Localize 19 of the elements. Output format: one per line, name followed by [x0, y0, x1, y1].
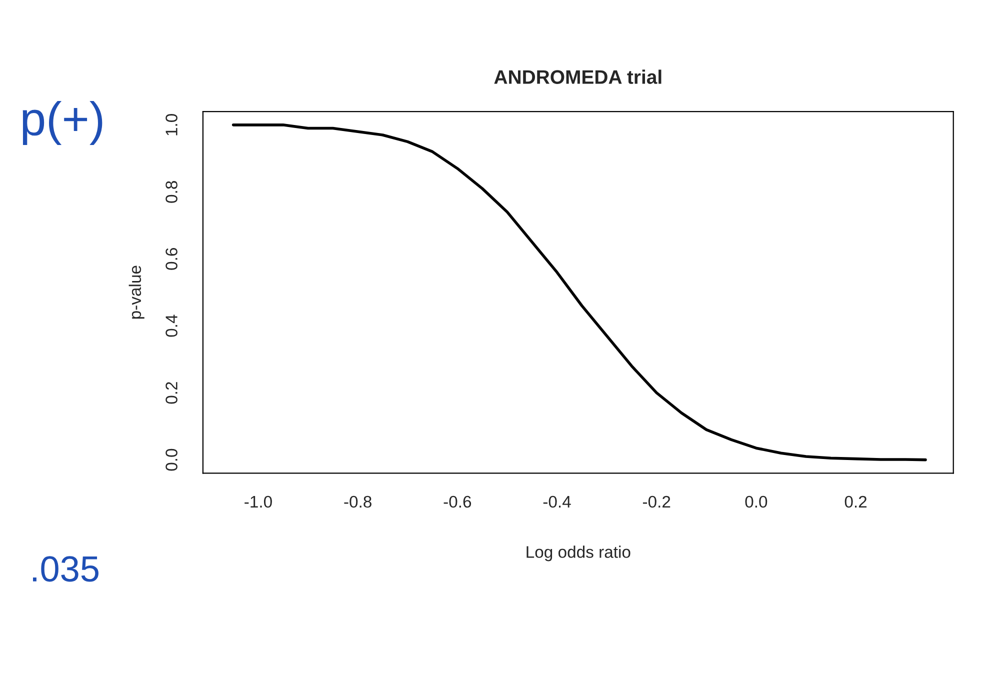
y-tick-label: 0.2: [166, 382, 178, 404]
y-tick-label: 0.6: [166, 248, 178, 270]
x-tick-label: -0.8: [344, 496, 372, 508]
y-tick-label: 0.0: [166, 448, 178, 471]
x-tick-label: -0.6: [444, 496, 472, 508]
line-series: [232, 124, 927, 462]
chart-title: ANDROMEDA trial: [494, 70, 662, 84]
x-tick-label: 0.0: [745, 496, 768, 508]
x-tick-label: 0.2: [844, 496, 867, 508]
x-tick-label: -0.4: [543, 496, 571, 508]
text: .035: [32, 556, 98, 582]
text: p(+): [22, 100, 102, 145]
x-axis-title: Log odds ratio: [526, 546, 630, 562]
y-tick-label: 0.4: [166, 314, 178, 337]
y-axis-title: p-value: [128, 266, 144, 319]
y-tick-label: 0.8: [166, 181, 178, 203]
y-tick-label: 1.0: [166, 114, 178, 136]
x-tick-label: -0.2: [642, 496, 670, 508]
x-tick-label: -1.0: [244, 496, 272, 508]
